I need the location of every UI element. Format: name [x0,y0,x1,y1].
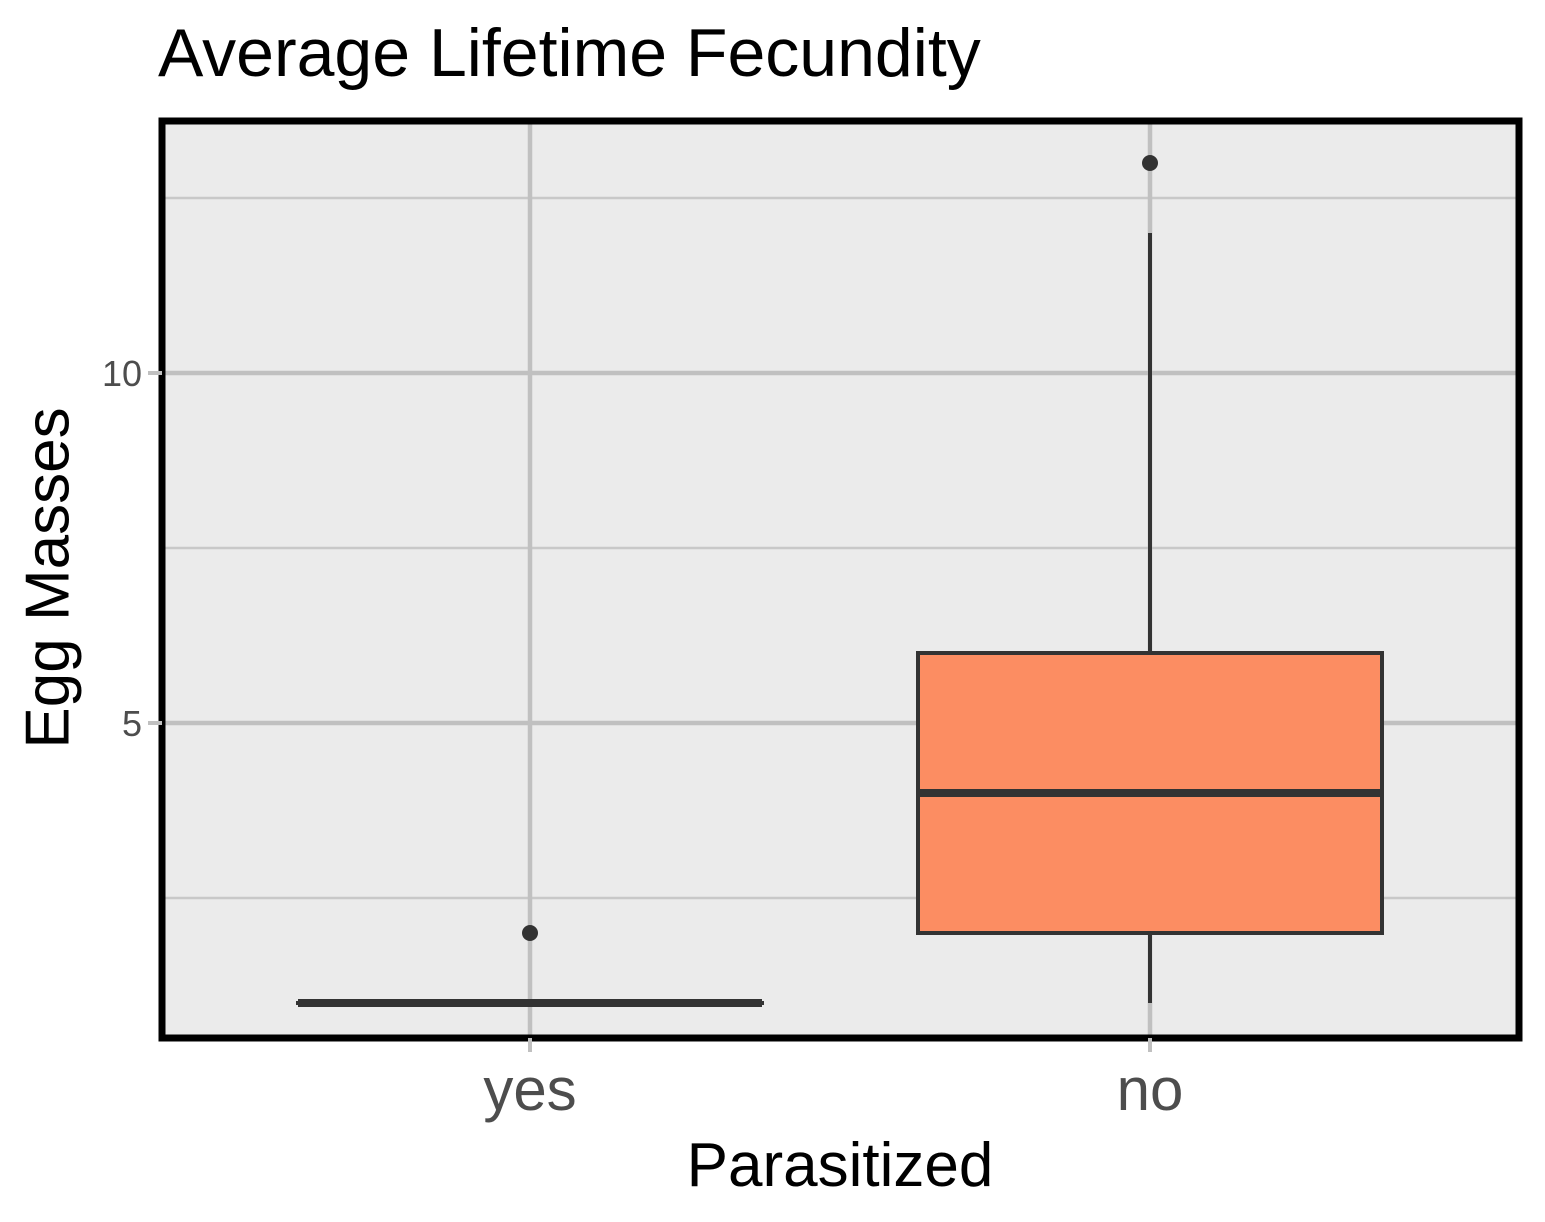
chart-title: Average Lifetime Fecundity [158,15,981,91]
x-tick-label: yes [483,1056,576,1123]
axes: 5 10 yes no [102,353,1183,1123]
x-axis-title: Parasitized [686,1131,994,1200]
panel-border [158,117,1523,1042]
x-tick-label: no [1117,1056,1184,1123]
y-axis-title: Egg Masses [13,407,83,749]
y-tick-label: 10 [102,353,142,394]
y-tick-label: 5 [122,703,142,744]
box-no [916,155,1384,1003]
box-layer [296,155,1384,1007]
panel-border-rect [158,117,1523,1042]
outlier-point [522,925,538,941]
box-yes [296,925,764,1007]
outlier-point [1142,155,1158,171]
